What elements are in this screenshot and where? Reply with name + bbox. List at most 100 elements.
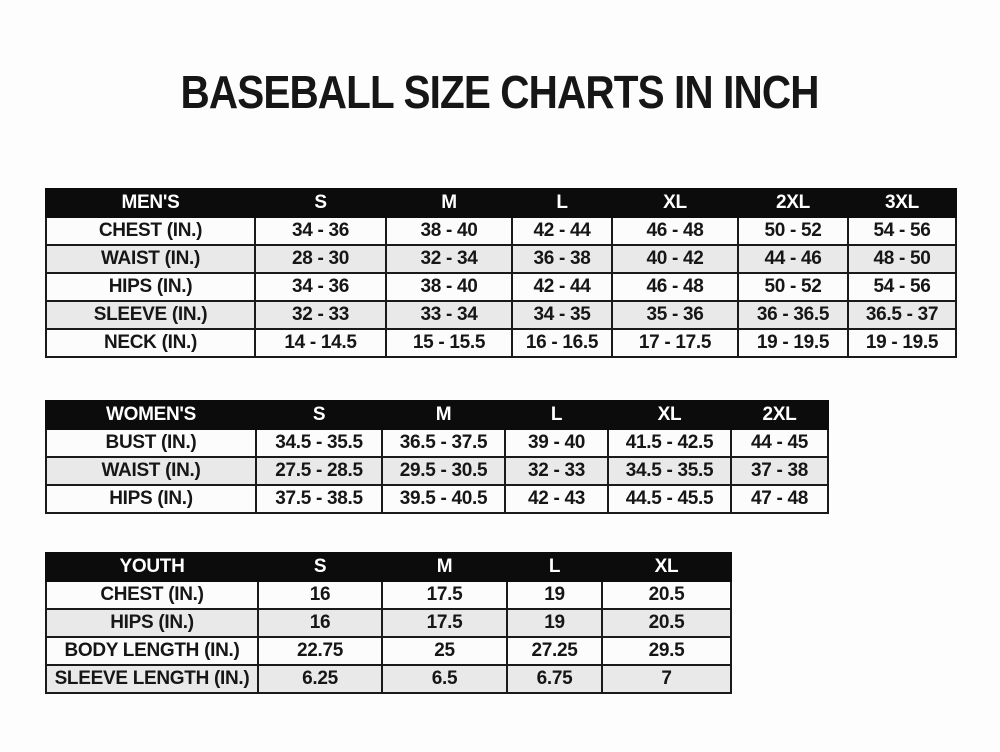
size-value: 19 [506, 580, 603, 610]
size-value: 42 - 44 [511, 272, 613, 302]
size-value: 29.5 [601, 636, 732, 666]
column-header: 3XL [847, 188, 957, 218]
table-row: HIPS (IN.) 16 17.5 19 20.5 [45, 608, 732, 638]
table-row: WAIST (IN.) 28 - 30 32 - 34 36 - 38 40 - 42 4… [45, 244, 957, 274]
size-value: 36.5 - 37 [847, 300, 957, 330]
size-value: 28 - 30 [254, 244, 387, 274]
column-header: M [385, 188, 513, 218]
size-value: 39.5 - 40.5 [381, 484, 506, 514]
size-value: 32 - 34 [385, 244, 513, 274]
size-value: 20.5 [601, 608, 732, 638]
page-title: BASEBALL SIZE CHARTS IN INCH [0, 69, 1000, 115]
size-value: 36 - 36.5 [737, 300, 849, 330]
header-row: MEN'S S M L XL 2XL 3XL [45, 188, 957, 218]
size-value: 37 - 38 [730, 456, 829, 486]
size-value: 36.5 - 37.5 [381, 428, 506, 458]
size-value: 19 [506, 608, 603, 638]
table-row: CHEST (IN.) 16 17.5 19 20.5 [45, 580, 732, 610]
size-value: 50 - 52 [737, 272, 849, 302]
column-header: M [381, 552, 508, 582]
womens-size-table: WOMEN'S S M L XL 2XL BUST (IN.) 34.5 - 35.5 36.5… [45, 400, 829, 514]
table-row: HIPS (IN.) 37.5 - 38.5 39.5 - 40.5 42 - 43 4… [45, 484, 829, 514]
size-value: 19 - 19.5 [737, 328, 849, 358]
size-value: 44.5 - 45.5 [607, 484, 732, 514]
size-value: 35 - 36 [611, 300, 739, 330]
table-row: BUST (IN.) 34.5 - 35.5 36.5 - 37.5 39 - 40 4… [45, 428, 829, 458]
table-row: SLEEVE (IN.) 32 - 33 33 - 34 34 - 35 35 - 36… [45, 300, 957, 330]
size-value: 38 - 40 [385, 272, 513, 302]
size-value: 46 - 48 [611, 216, 739, 246]
size-value: 54 - 56 [847, 272, 957, 302]
size-value: 14 - 14.5 [254, 328, 387, 358]
column-header: M [381, 400, 506, 430]
header-row: YOUTH S M L XL [45, 552, 732, 582]
row-label: SLEEVE LENGTH (IN.) [45, 664, 259, 694]
table-row: NECK (IN.) 14 - 14.5 15 - 15.5 16 - 16.5 17 … [45, 328, 957, 358]
column-header: S [257, 552, 383, 582]
size-value: 27.25 [506, 636, 603, 666]
header-row: WOMEN'S S M L XL 2XL [45, 400, 829, 430]
size-value: 34.5 - 35.5 [255, 428, 383, 458]
size-value: 27.5 - 28.5 [255, 456, 383, 486]
row-label: CHEST (IN.) [45, 580, 259, 610]
size-value: 29.5 - 30.5 [381, 456, 506, 486]
size-value: 44 - 45 [730, 428, 829, 458]
size-value: 44 - 46 [737, 244, 849, 274]
row-label: HIPS (IN.) [45, 484, 257, 514]
size-value: 32 - 33 [504, 456, 609, 486]
table-row: HIPS (IN.) 34 - 36 38 - 40 42 - 44 46 - 48 50… [45, 272, 957, 302]
row-label: BUST (IN.) [45, 428, 257, 458]
column-header: L [511, 188, 613, 218]
size-value: 17.5 [381, 580, 508, 610]
size-value: 50 - 52 [737, 216, 849, 246]
row-label: WAIST (IN.) [45, 456, 257, 486]
size-value: 36 - 38 [511, 244, 613, 274]
size-value: 16 [257, 608, 383, 638]
size-value: 16 - 16.5 [511, 328, 613, 358]
column-header: XL [601, 552, 732, 582]
size-value: 32 - 33 [254, 300, 387, 330]
table-title-cell: YOUTH [45, 552, 259, 582]
size-value: 22.75 [257, 636, 383, 666]
size-value: 34.5 - 35.5 [607, 456, 732, 486]
size-value: 33 - 34 [385, 300, 513, 330]
size-value: 7 [601, 664, 732, 694]
size-value: 16 [257, 580, 383, 610]
table-row: BODY LENGTH (IN.) 22.75 25 27.25 29.5 [45, 636, 732, 666]
size-value: 46 - 48 [611, 272, 739, 302]
size-value: 54 - 56 [847, 216, 957, 246]
row-label: NECK (IN.) [45, 328, 256, 358]
table-title-cell: MEN'S [45, 188, 256, 218]
size-value: 34 - 36 [254, 216, 387, 246]
column-header: L [504, 400, 609, 430]
table-title-cell: WOMEN'S [45, 400, 257, 430]
size-value: 17.5 [381, 608, 508, 638]
youth-size-table: YOUTH S M L XL CHEST (IN.) 16 17.5 19 20.5 HIPS (I… [45, 552, 732, 694]
size-value: 15 - 15.5 [385, 328, 513, 358]
page-title-text: BASEBALL SIZE CHARTS IN INCH [180, 66, 820, 118]
column-header: XL [607, 400, 732, 430]
column-header: S [255, 400, 383, 430]
size-value: 40 - 42 [611, 244, 739, 274]
column-header: XL [611, 188, 739, 218]
row-label: WAIST (IN.) [45, 244, 256, 274]
mens-size-table: MEN'S S M L XL 2XL 3XL CHEST (IN.) 34 - 36 38 - 4… [45, 188, 957, 358]
size-value: 34 - 35 [511, 300, 613, 330]
size-value: 25 [381, 636, 508, 666]
size-value: 37.5 - 38.5 [255, 484, 383, 514]
size-value: 47 - 48 [730, 484, 829, 514]
size-value: 38 - 40 [385, 216, 513, 246]
column-header: L [506, 552, 603, 582]
size-value: 48 - 50 [847, 244, 957, 274]
size-value: 42 - 43 [504, 484, 609, 514]
column-header: 2XL [737, 188, 849, 218]
size-value: 6.5 [381, 664, 508, 694]
table-row: WAIST (IN.) 27.5 - 28.5 29.5 - 30.5 32 - 33… [45, 456, 829, 486]
row-label: BODY LENGTH (IN.) [45, 636, 259, 666]
column-header: 2XL [730, 400, 829, 430]
size-value: 19 - 19.5 [847, 328, 957, 358]
size-value: 6.25 [257, 664, 383, 694]
size-value: 39 - 40 [504, 428, 609, 458]
row-label: HIPS (IN.) [45, 608, 259, 638]
